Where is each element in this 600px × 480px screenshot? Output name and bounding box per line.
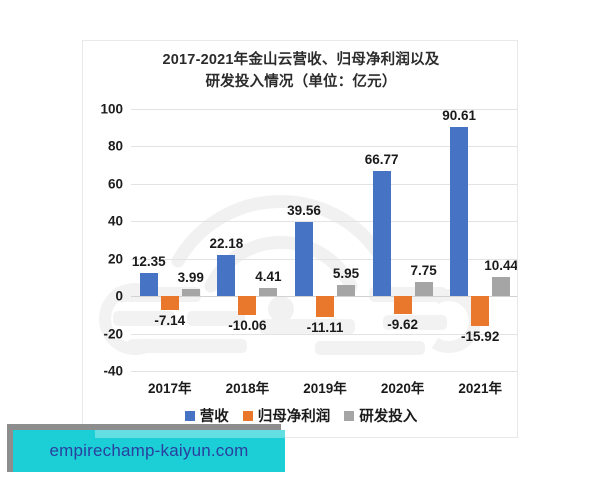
- bar-营收-2018年[interactable]: [217, 254, 236, 297]
- x-axis-label-2018年: 2018年: [225, 381, 270, 396]
- bar-研发投入-2019年[interactable]: [337, 285, 355, 297]
- bar-归母净利润-2018年[interactable]: [238, 296, 257, 315]
- y-axis-tick-label: 80: [107, 138, 123, 154]
- bar-营收-2021年[interactable]: [450, 126, 469, 297]
- legend-swatch-icon: [344, 410, 355, 421]
- legend-item-营收[interactable]: 营收: [184, 405, 229, 426]
- legend-swatch-icon: [184, 410, 195, 421]
- chart-title: 2017-2021年金山云营收、归母净利润以及 研发投入情况（单位：亿元）: [83, 49, 517, 94]
- x-axis-label-2019年: 2019年: [303, 381, 347, 396]
- bar-营收-2020年[interactable]: [372, 171, 391, 297]
- legend-swatch-icon: [242, 410, 253, 421]
- y-axis-tick-label: 100: [100, 101, 123, 117]
- gridline-100: [131, 109, 517, 110]
- y-axis-tick-label: -40: [103, 363, 123, 379]
- banner-highlight-strip: [95, 430, 285, 438]
- legend-label: 归母净利润: [257, 409, 331, 425]
- bar-value-label: 66.77: [364, 152, 399, 168]
- bar-value-label: 7.75: [410, 262, 437, 278]
- bar-value-label: 22.18: [209, 235, 244, 251]
- bar-value-label: -15.92: [461, 328, 500, 344]
- bar-value-label: 39.56: [287, 203, 321, 219]
- bar-value-label: 3.99: [177, 269, 204, 285]
- chart-title-line-2: 研发投入情况（单位：亿元）: [205, 74, 397, 91]
- bar-group: [139, 109, 200, 371]
- chart-card: 2017-2021年金山云营收、归母净利润以及 研发投入情况（单位：亿元） 10…: [82, 40, 518, 438]
- bar-value-label: 4.41: [255, 268, 282, 284]
- plot-area: 100 80 60 40 20 0 -20 -40 12.35 -7.14 3.99 22.18 -10…: [100, 102, 518, 379]
- bar-value-label: 5.95: [332, 266, 360, 281]
- x-axis-label-2020年: 2020年: [380, 381, 425, 396]
- bar-value-label: 90.61: [442, 107, 477, 123]
- bar-value-label: 10.44: [484, 257, 518, 273]
- bar-归母净利润-2021年[interactable]: [471, 296, 490, 326]
- bar-归母净利润-2019年[interactable]: [316, 296, 334, 317]
- bar-归母净利润-2020年[interactable]: [393, 296, 412, 315]
- legend-label: 营收: [199, 409, 229, 425]
- bar-研发投入-2018年[interactable]: [259, 287, 278, 297]
- gridline--40: [131, 371, 517, 372]
- bar-研发投入-2020年[interactable]: [414, 281, 433, 297]
- y-axis-tick-label: 0: [115, 288, 123, 304]
- legend-label: 研发投入: [359, 409, 418, 425]
- bar-value-label: -9.62: [387, 317, 418, 333]
- y-axis-tick-label: -20: [103, 326, 123, 342]
- y-axis-tick-label: 40: [107, 213, 123, 229]
- bar-营收-2017年[interactable]: [139, 273, 158, 297]
- chart-title-line-1: 2017-2021年金山云营收、归母净利润以及: [162, 52, 440, 68]
- bar-value-label: -7.14: [154, 312, 186, 328]
- bar-归母净利润-2017年[interactable]: [160, 296, 179, 310]
- bar-value-label: -11.11: [306, 319, 344, 335]
- chart-legend: 营收 归母净利润 研发投入: [83, 405, 517, 426]
- gridline-60: [131, 183, 517, 185]
- legend-item-研发投入[interactable]: 研发投入: [344, 405, 417, 426]
- bar-研发投入-2017年[interactable]: [181, 288, 200, 297]
- bar-研发投入-2021年[interactable]: [492, 276, 511, 297]
- y-axis-tick-label: 20: [107, 251, 123, 267]
- legend-item-归母净利润[interactable]: 归母净利润: [242, 405, 331, 426]
- gridline--20: [131, 333, 517, 335]
- x-axis-label-2021年: 2021年: [458, 381, 502, 396]
- x-axis-label-2017年: 2017年: [148, 381, 192, 396]
- gridline-80: [131, 146, 517, 148]
- bar-value-label: 12.35: [131, 254, 166, 270]
- y-axis-tick-label: 60: [107, 176, 123, 192]
- bar-value-label: -10.06: [228, 317, 267, 333]
- site-banner-text: empirechamp-kaiyun.com: [49, 441, 249, 460]
- bar-营收-2019年[interactable]: [295, 222, 313, 297]
- x-axis: 2017年 2018年 2019年 2020年 2021年: [131, 377, 517, 399]
